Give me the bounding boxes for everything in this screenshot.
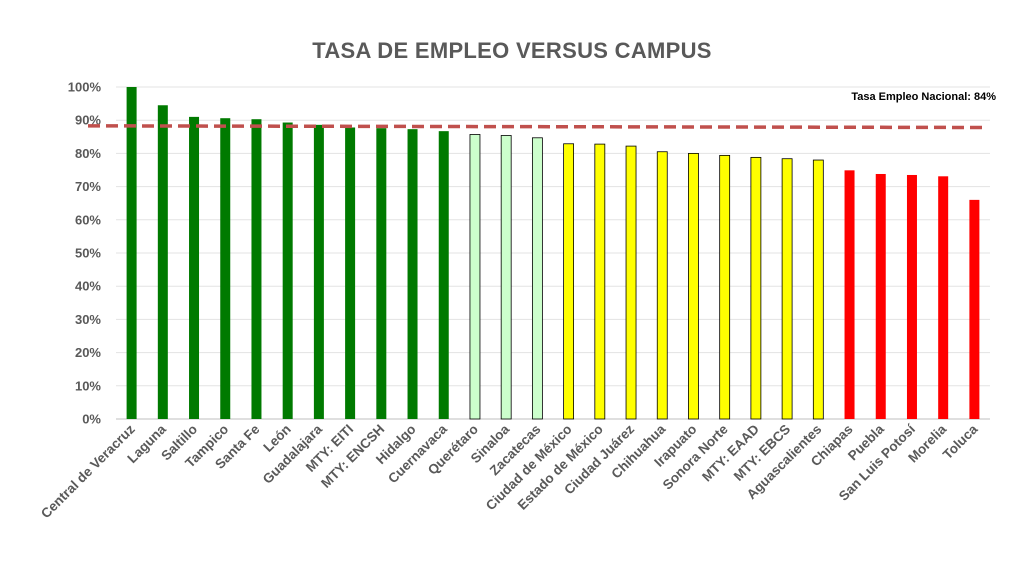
x-tick-label: Toluca	[940, 421, 981, 462]
bar	[189, 116, 200, 419]
bar	[282, 122, 293, 420]
bar	[251, 119, 262, 419]
y-tick-label: 50%	[75, 246, 101, 261]
y-tick-label: 20%	[75, 345, 101, 360]
y-tick-label: 70%	[75, 179, 101, 194]
bar	[656, 151, 668, 420]
x-tick-label: Central de Veracruz	[38, 421, 138, 521]
bar	[844, 170, 855, 419]
bar	[438, 131, 449, 419]
bar	[750, 156, 762, 420]
bar	[313, 124, 324, 420]
y-tick-label: 40%	[75, 279, 101, 294]
bar	[594, 143, 606, 420]
y-tick-label: 100%	[68, 80, 102, 95]
bar	[157, 105, 168, 419]
y-tick-label: 10%	[75, 378, 101, 393]
reference-line	[87, 124, 989, 130]
bar	[969, 199, 980, 419]
bar	[688, 152, 699, 420]
y-tick-label: 90%	[75, 113, 101, 128]
bar	[376, 128, 387, 419]
bar	[563, 143, 575, 420]
bar	[719, 154, 731, 420]
y-tick-label: 30%	[75, 312, 101, 327]
bar	[875, 173, 886, 419]
bar	[345, 127, 356, 419]
y-tick-label: 60%	[75, 212, 101, 227]
bar	[906, 174, 917, 419]
bar	[781, 158, 793, 420]
bar	[407, 129, 418, 419]
bar	[126, 87, 137, 419]
bar	[220, 118, 231, 419]
reference-line-label: Tasa Empleo Nacional: 84%	[851, 91, 996, 103]
y-tick-label: 0%	[82, 412, 101, 427]
y-tick-label: 80%	[75, 146, 101, 161]
bar	[531, 137, 543, 420]
bar	[938, 176, 949, 419]
bar	[625, 145, 637, 420]
chart-title: TASA DE EMPLEO VERSUS CAMPUS	[312, 38, 712, 63]
bar	[812, 159, 824, 420]
bar	[500, 135, 512, 420]
bar	[469, 134, 481, 420]
